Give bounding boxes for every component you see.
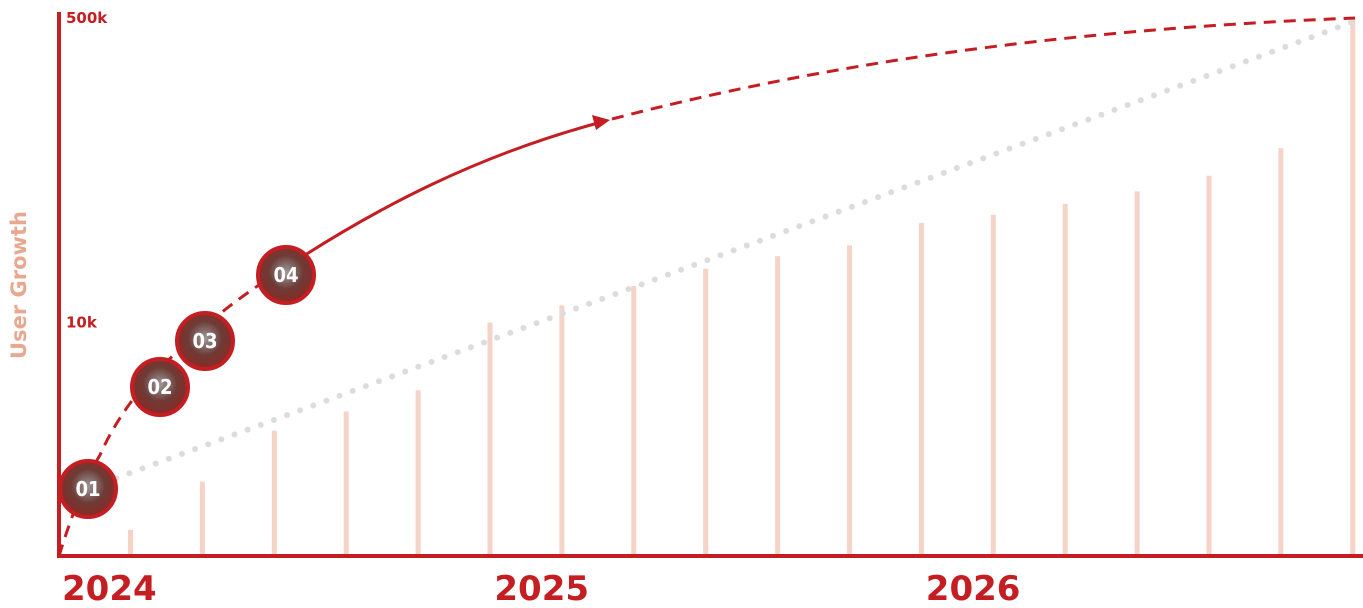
trend-line	[87, 18, 1358, 491]
x-tick-labels: 2024 2025 2026	[62, 569, 1020, 608]
y-axis-title: User Growth	[7, 211, 31, 359]
bars	[128, 18, 1356, 557]
step-marker: 02	[130, 357, 190, 417]
step-markers: 01 02 03 04	[58, 245, 316, 519]
growth-curve-solid	[281, 121, 599, 272]
bar	[847, 245, 852, 557]
bar	[1278, 148, 1284, 556]
bar	[990, 214, 996, 556]
bar	[487, 322, 493, 556]
bar	[415, 390, 421, 556]
step-marker-label: 01	[75, 477, 100, 501]
growth-curve-projection	[611, 16, 1356, 121]
step-marker: 04	[256, 245, 316, 305]
bar	[775, 256, 781, 556]
bar	[1134, 191, 1140, 556]
step-marker: 03	[175, 311, 235, 371]
bar	[559, 305, 565, 556]
step-marker: 01	[58, 459, 118, 519]
x-tick-label: 2024	[62, 569, 157, 608]
bar	[199, 481, 205, 556]
arrow-head-icon	[592, 115, 610, 130]
bar	[1206, 175, 1212, 557]
bar	[703, 268, 709, 556]
bar	[271, 430, 277, 556]
step-marker-label: 04	[273, 263, 298, 287]
bar	[128, 529, 133, 556]
y-tick-label: 10k	[66, 314, 98, 332]
step-marker-label: 02	[147, 375, 172, 399]
bar	[343, 411, 349, 556]
bar	[918, 222, 924, 556]
step-marker-label: 03	[192, 329, 217, 353]
bar	[1062, 203, 1068, 556]
x-tick-label: 2025	[494, 569, 589, 608]
x-tick-label: 2026	[926, 569, 1021, 608]
bar	[631, 286, 637, 556]
trend-line-layer	[87, 18, 1358, 491]
y-tick-labels: 10k 500k	[66, 9, 108, 332]
bar	[1350, 18, 1356, 556]
y-tick-label: 500k	[66, 9, 108, 27]
